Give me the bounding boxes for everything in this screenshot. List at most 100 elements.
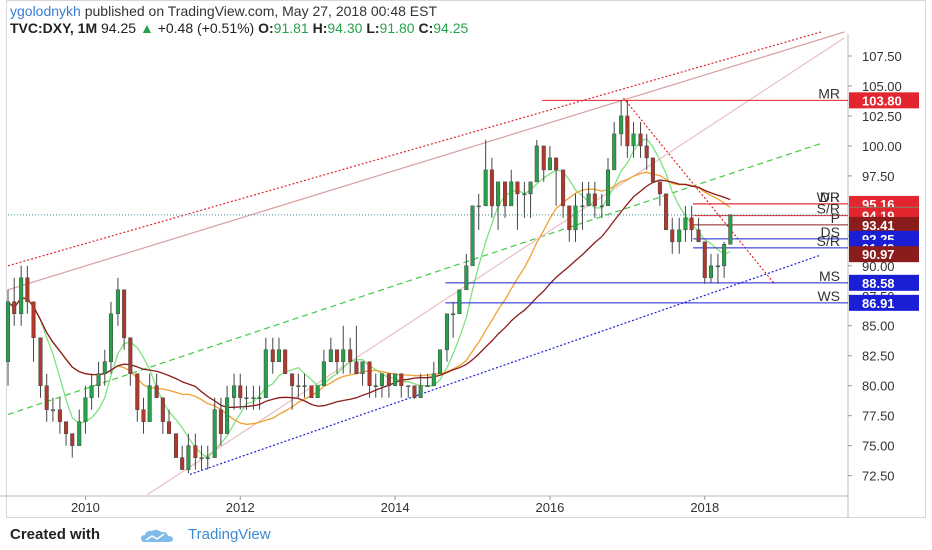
trendline-long-trend-2 [147, 37, 845, 496]
candle-body [418, 385, 423, 398]
y-tick-label: 100.00 [862, 139, 902, 154]
candle-body [50, 409, 55, 411]
candle-body [335, 349, 340, 362]
up-arrow-icon: ▲ [139, 20, 154, 36]
candle-body [12, 301, 17, 315]
x-tick-label: 2016 [535, 500, 564, 515]
candle-body [431, 373, 436, 386]
candle-body [573, 205, 578, 231]
candle-body [399, 373, 404, 386]
y-tick-label: 82.50 [862, 349, 895, 364]
price-tag [849, 294, 919, 311]
price-tag [849, 216, 919, 233]
candle-body [328, 349, 333, 362]
price-tag [849, 92, 919, 109]
candle-body [547, 157, 552, 171]
candle-body [19, 277, 24, 315]
candle-body [425, 385, 430, 387]
candle-body [437, 349, 443, 374]
candle-body [89, 385, 94, 398]
price-tag-label: 90.97 [862, 247, 895, 262]
candle-body [25, 277, 30, 303]
candle-body [122, 289, 127, 338]
trendline-lower-channel [189, 254, 822, 475]
candle-body [128, 337, 133, 374]
trendline-long-trend [7, 31, 845, 291]
candle-body [683, 217, 688, 231]
candle-body [321, 361, 326, 386]
candle-body [70, 433, 75, 446]
candle-body [664, 193, 669, 231]
candle-body [702, 241, 707, 279]
candle-body [102, 361, 107, 374]
candle-body [180, 457, 185, 470]
candle-body [625, 115, 630, 147]
price-chart[interactable]: 107.50105.00102.50100.0097.5095.0092.509… [0, 0, 932, 518]
level-label: DR [820, 189, 840, 205]
candle-body [567, 205, 572, 231]
level-label: MR [818, 85, 840, 101]
candle-body [154, 385, 159, 398]
price-tag [849, 246, 919, 263]
close-value: 94.25 [433, 20, 469, 36]
candle-body [522, 193, 527, 196]
candle-body [457, 289, 462, 315]
candle-body [638, 133, 643, 147]
tradingview-brand[interactable]: TradingView [188, 526, 271, 543]
tradingview-cloud-icon [141, 529, 173, 542]
trendline-upper-channel [7, 31, 822, 267]
candle-body [135, 373, 140, 410]
candle-body [534, 145, 539, 183]
candle-body [270, 349, 275, 362]
candle-body [592, 193, 597, 207]
candle-body [476, 205, 481, 208]
candle-body [580, 205, 585, 208]
footer: Created with TradingView [0, 518, 932, 550]
chart-frame [6, 0, 926, 518]
candle-body [619, 115, 624, 135]
candle-body [503, 181, 508, 207]
price-tag-label: 88.58 [862, 276, 895, 291]
level-label: P [831, 210, 840, 226]
candle-body [708, 265, 713, 279]
level-label: S/R [817, 233, 840, 249]
created-with-label: Created with [10, 526, 101, 543]
header-line-1: ygolodnykh published on TradingView.com,… [10, 2, 437, 20]
y-tick-label: 105.00 [862, 79, 902, 94]
candle-body [199, 457, 204, 459]
x-tick-label: 2014 [381, 500, 410, 515]
low-value: 91.80 [379, 20, 415, 36]
candle-body [483, 169, 488, 207]
candle-body [489, 169, 494, 207]
candle-body [263, 349, 268, 398]
candle-body [554, 157, 559, 171]
candle-body [451, 313, 456, 316]
candle-body [561, 169, 566, 207]
y-tick-label: 85.00 [862, 319, 895, 334]
price-tag [849, 274, 919, 291]
x-tick-label: 2010 [71, 500, 100, 515]
candle-body [386, 373, 391, 386]
candle-body [586, 193, 591, 207]
candle-body [5, 301, 11, 362]
y-tick-label: 107.50 [862, 49, 902, 64]
candle-body [225, 397, 230, 434]
y-tick-label: 90.00 [862, 259, 895, 274]
candle-body [605, 169, 611, 207]
level-label: S/R [817, 201, 840, 217]
candle-body [173, 433, 179, 458]
candle-body [412, 385, 417, 398]
candle-body [290, 373, 295, 386]
author-name[interactable]: ygolodnykh [10, 3, 81, 19]
candle-body [167, 421, 172, 434]
open-label: O: [258, 20, 274, 36]
candle-body [515, 181, 520, 195]
level-label: WS [817, 288, 840, 304]
candle-body [38, 337, 43, 386]
candle-body [238, 385, 243, 398]
candle-body [296, 385, 301, 387]
candle-body [728, 214, 733, 245]
candle-body [193, 445, 198, 458]
candle-body [464, 265, 469, 291]
candle-body [406, 385, 411, 387]
